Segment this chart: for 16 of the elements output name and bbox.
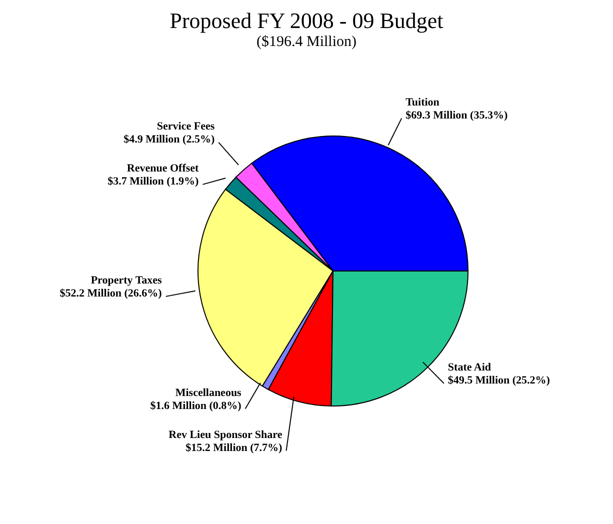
data-label: $4.9 Million (2.5%) — [124, 133, 215, 146]
data-label: $52.2 Million (26.6%) — [60, 287, 162, 300]
slice-label: Rev Lieu Sponsor Share — [168, 428, 282, 441]
slice-label: State Aid — [448, 361, 492, 374]
slice-label: Tuition — [406, 96, 440, 108]
chart-title: Proposed FY 2008 - 09 Budget — [168, 8, 444, 34]
data-label: $3.7 Million (1.9%) — [108, 175, 200, 188]
data-label: $15.2 Million (7.7%) — [186, 442, 283, 454]
chart-subtitle: ($196.4 Million) — [256, 34, 358, 51]
slice-label: Miscellaneous — [175, 386, 242, 399]
slice-label: Property Taxes — [90, 274, 163, 286]
slice-label: Revenue Offset — [126, 162, 200, 174]
data-label: $69.3 Million (35.3%) — [406, 109, 508, 122]
data-label: $49.5 Million (25.2%) — [448, 374, 550, 386]
data-label: $1.6 Million (0.8%) — [150, 400, 242, 412]
slice-label: Service Fees — [156, 120, 216, 132]
